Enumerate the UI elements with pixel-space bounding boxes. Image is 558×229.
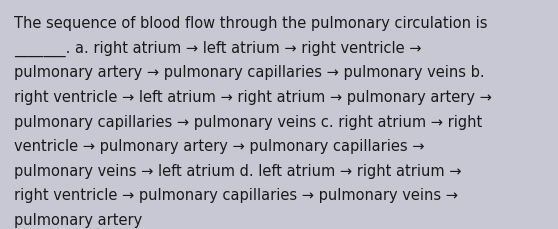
Text: pulmonary capillaries → pulmonary veins c. right atrium → right: pulmonary capillaries → pulmonary veins … (14, 114, 482, 129)
Text: pulmonary artery: pulmonary artery (14, 212, 142, 227)
Text: ventricle → pulmonary artery → pulmonary capillaries →: ventricle → pulmonary artery → pulmonary… (14, 139, 425, 153)
Text: pulmonary veins → left atrium d. left atrium → right atrium →: pulmonary veins → left atrium d. left at… (14, 163, 461, 178)
Text: _______. a. right atrium → left atrium → right ventricle →: _______. a. right atrium → left atrium →… (14, 41, 421, 57)
Text: right ventricle → left atrium → right atrium → pulmonary artery →: right ventricle → left atrium → right at… (14, 90, 492, 104)
Text: pulmonary artery → pulmonary capillaries → pulmonary veins b.: pulmonary artery → pulmonary capillaries… (14, 65, 484, 80)
Text: The sequence of blood flow through the pulmonary circulation is: The sequence of blood flow through the p… (14, 16, 488, 31)
Text: right ventricle → pulmonary capillaries → pulmonary veins →: right ventricle → pulmonary capillaries … (14, 188, 458, 202)
